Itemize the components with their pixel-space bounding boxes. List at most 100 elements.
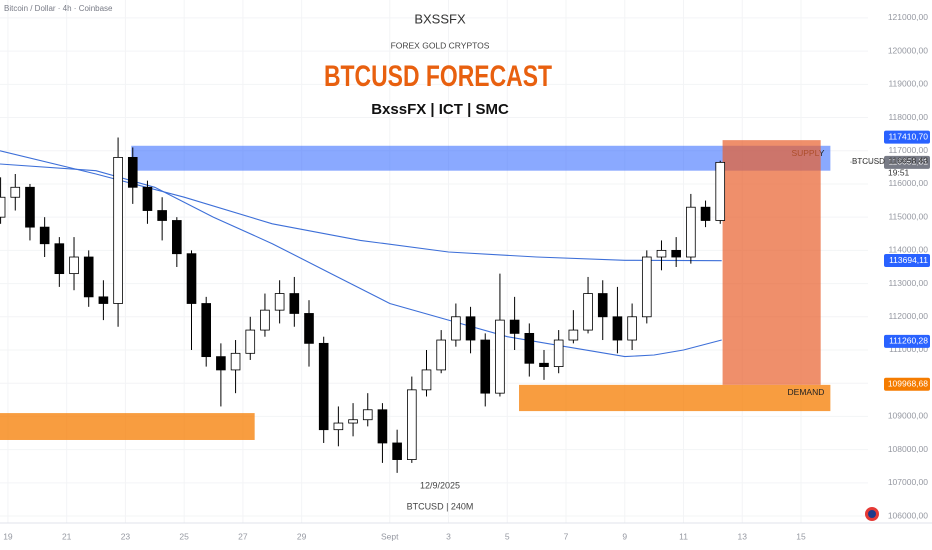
y-tick-label: 118000,00 [888, 112, 928, 122]
candle-body [216, 356, 226, 371]
candle-body [348, 419, 358, 424]
y-tick-label: 116000,00 [888, 178, 928, 188]
x-tick-label: 7 [564, 531, 569, 541]
chart-subtitle: BxssFX | ICT | SMC [371, 101, 509, 118]
candle-body [509, 319, 520, 334]
candle-body [612, 316, 623, 341]
price-tag-label: 109968,68 [888, 378, 928, 388]
x-tick-label: 11 [679, 531, 688, 541]
annotation: 12/9/2025 [420, 480, 460, 490]
candle-body [186, 253, 197, 304]
candle-body [333, 422, 344, 431]
last-price-symbol: BTCUSD [852, 157, 885, 166]
candle-body [671, 249, 681, 258]
tagline: FOREX GOLD CRYPTOS [391, 40, 490, 50]
candle-body [377, 409, 388, 444]
candle-body [54, 243, 65, 275]
candle-body [289, 293, 300, 314]
candle-body [10, 186, 21, 198]
chart-title: BTCUSD FORECAST [324, 60, 552, 93]
y-tick-label: 111000,00 [889, 344, 928, 354]
candle-body [274, 293, 285, 311]
symbol-header: Bitcoin / Dollar · 4h · Coinbase [4, 4, 113, 13]
y-tick-label: 114000,00 [888, 245, 928, 255]
x-tick-label: 23 [121, 531, 131, 541]
x-tick-label: 3 [446, 531, 451, 541]
annotation: BTCUSD | 240M [407, 501, 474, 511]
candle-body [436, 339, 446, 371]
y-tick-label: 112000,00 [888, 311, 928, 321]
y-tick-label: 115000,00 [888, 211, 928, 221]
plot: SUPPLYDEMAND [0, 137, 831, 473]
candle-body [69, 256, 79, 275]
price-tag [884, 334, 930, 348]
last-price-label: 116658,43 [888, 155, 928, 165]
candle-body [260, 309, 270, 331]
candle-body [465, 316, 476, 341]
candle-body [362, 409, 373, 421]
candle-body [172, 220, 182, 255]
candle-body [539, 362, 549, 367]
candle-body [407, 389, 417, 460]
y-tick-label: 108000,00 [888, 444, 928, 454]
x-tick-label: 29 [297, 531, 307, 541]
brand: BXSSFX [414, 11, 466, 26]
zone [131, 145, 831, 171]
candle-body [495, 319, 505, 394]
candle-body [641, 256, 652, 318]
price-tag [884, 130, 930, 144]
price-tag-label: 116651,81 [888, 157, 928, 167]
candle-body [25, 186, 35, 228]
price-tag-label: 113694,11 [889, 255, 928, 265]
zone-label: DEMAND [788, 387, 825, 397]
price-tag [884, 254, 930, 268]
y-tick-label: 119000,00 [888, 79, 928, 89]
zone [519, 384, 831, 412]
x-tick-label: 13 [738, 531, 748, 541]
price-tag-label: 111260,28 [889, 336, 928, 346]
candle-body [656, 249, 667, 258]
candle-body [245, 329, 256, 354]
y-tick-label: 120000,00 [888, 45, 928, 55]
candle-body [392, 442, 402, 460]
candle-body [686, 206, 696, 258]
candle-body [421, 369, 432, 391]
y-tick-label: 107000,00 [888, 477, 928, 487]
candle-body [568, 329, 579, 341]
y-tick-label: 121000,00 [888, 12, 928, 22]
candle-body [583, 293, 593, 331]
candle-body [597, 293, 608, 318]
price-tag [884, 377, 930, 391]
x-tick-label: 25 [179, 531, 189, 541]
x-tick-label: 5 [505, 531, 510, 541]
flag-icon [868, 510, 876, 518]
candle-body [480, 339, 491, 394]
candle-body [304, 313, 314, 344]
candle-body [39, 226, 50, 245]
position-box [722, 140, 821, 385]
candle-body [157, 210, 167, 221]
candle-body [318, 342, 329, 431]
axes: 106000,00107000,00108000,00109000,001100… [0, 12, 932, 541]
candle-body [98, 296, 109, 304]
candle-body [113, 156, 123, 304]
candle-body [451, 316, 461, 341]
y-tick-label: 113000,00 [888, 278, 928, 288]
moving-average [0, 163, 722, 358]
y-tick-label: 109000,00 [888, 411, 928, 421]
candle-body [524, 332, 535, 364]
x-tick-label: Sept [381, 531, 399, 541]
price-tag [884, 155, 930, 169]
x-tick-label: 9 [622, 531, 627, 541]
candle-body [142, 186, 153, 211]
x-tick-label: 21 [62, 531, 72, 541]
price-tag-label: 117410,70 [888, 131, 928, 141]
candle-body [553, 339, 564, 367]
candle-body [230, 352, 241, 371]
x-tick-label: 19 [3, 531, 13, 541]
y-tick-label: 117000,00 [888, 145, 928, 155]
candle-body [627, 316, 637, 341]
candle-body [715, 161, 726, 221]
last-price-countdown: 19:51 [888, 167, 910, 177]
